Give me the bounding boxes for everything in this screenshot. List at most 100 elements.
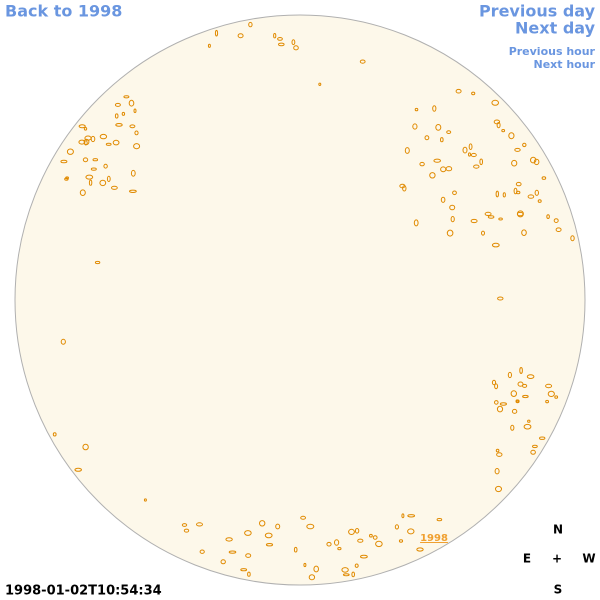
year-link[interactable]: 1998 [420,533,448,544]
contour [259,520,266,527]
contour [436,518,443,522]
contour [501,129,506,133]
contour [526,374,535,380]
contour [545,399,549,404]
contour [264,532,273,539]
contour [337,547,342,551]
contour [83,138,90,145]
contour [429,172,436,179]
contour [313,565,320,573]
contour [496,452,503,457]
contour [225,537,233,542]
contour [82,443,89,451]
contour [214,29,219,37]
contour [510,424,515,431]
contour [507,371,512,379]
contour [273,33,277,39]
contour [300,515,307,520]
contour [570,235,575,242]
contour [515,181,522,187]
contour [499,402,507,406]
contour [114,102,121,107]
contour [495,485,502,493]
contour [99,133,108,140]
contour [533,158,540,166]
contour [103,163,108,169]
contour [199,549,205,554]
contour [491,99,500,106]
contour [133,108,137,114]
back-link[interactable]: Back to 1998 [5,2,122,21]
contour [244,530,252,536]
contour [495,448,500,453]
contour [479,158,484,166]
timestamp: 1998-01-02T10:54:34 [5,584,162,599]
contour [413,219,419,227]
previous-day-link[interactable]: Previous day [479,2,596,21]
contour [52,432,57,437]
contour [555,227,562,232]
contour [470,218,478,224]
contour [510,390,517,398]
contour [183,528,190,533]
contour [129,189,137,194]
compass-center: + [552,552,562,566]
contour [248,21,253,28]
contour [491,379,497,386]
contour [493,119,501,125]
contour [473,164,480,169]
contour [237,33,244,39]
contour [85,174,94,180]
contour [357,538,364,543]
contour [462,146,468,154]
contour [128,99,135,107]
contour [412,123,418,130]
contour [130,169,136,177]
contours [52,21,575,581]
contour [181,523,188,527]
contour [527,194,535,199]
contour [106,175,111,182]
contour [143,498,147,502]
contour [494,383,499,390]
contour [519,367,523,374]
contour [468,152,471,157]
contour [121,111,126,116]
contour [79,189,86,196]
previous-hour-link[interactable]: Previous hour [509,45,596,58]
contour [99,179,107,187]
contour [481,230,485,236]
contour [291,39,296,46]
contour [541,176,547,180]
contour [491,242,500,248]
contour [278,42,285,47]
contour [114,113,119,119]
contour [306,523,315,530]
contour [515,399,519,404]
contour [228,550,237,554]
contour [398,539,404,543]
contour [220,559,226,565]
contour [502,192,506,198]
next-hour-link[interactable]: Next hour [534,58,596,71]
contour [446,130,452,135]
contour [342,573,350,577]
next-day-link[interactable]: Next day [515,19,596,38]
contour [90,167,97,171]
contour [498,217,503,221]
contour [527,419,531,423]
contour [511,408,518,414]
contour [522,142,527,148]
contour [419,161,425,167]
contour [497,296,504,301]
contour [407,514,416,518]
contour [65,176,69,180]
contour [546,214,550,220]
contour [359,59,366,64]
contour [484,211,492,216]
contour [468,143,473,150]
contour [82,157,89,163]
contour [277,37,283,41]
contour [494,468,500,475]
contour [455,88,462,94]
